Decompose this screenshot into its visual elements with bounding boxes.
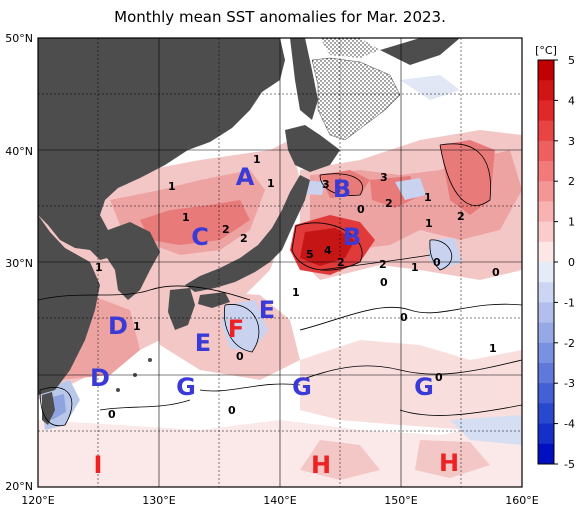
contour-label: 1 (133, 320, 141, 333)
colorbar-tick-label: -5 (564, 458, 575, 471)
contour-lines (38, 143, 522, 427)
colorbar-step (538, 423, 554, 445)
colorbar-step (538, 322, 554, 344)
colorbar-tick-label: -2 (564, 337, 575, 350)
region-label-f: F (228, 315, 244, 343)
region-label-b: B (343, 223, 361, 251)
contour-label: 5 (306, 248, 314, 261)
lat-label: 50°N (5, 32, 33, 45)
contour-label: 1 (411, 261, 419, 274)
contour-label: 0 (228, 404, 236, 417)
colorbar-step (538, 100, 554, 122)
contour-label: 1 (267, 177, 275, 190)
contour-label: 3 (322, 178, 330, 191)
contour-label: 4 (324, 244, 332, 257)
map-title: Monthly mean SST anomalies for Mar. 2023… (114, 8, 446, 26)
contour-label: 0 (108, 408, 116, 421)
contour-label: 2 (457, 210, 465, 223)
colorbar-step (538, 282, 554, 303)
lat-label: 40°N (5, 145, 33, 158)
graticule (38, 38, 522, 487)
map-frame (37, 37, 523, 488)
contour-label: 2 (222, 223, 230, 236)
colorbar-step (538, 302, 554, 324)
region-label-d: D (90, 364, 110, 392)
region-label-g: G (414, 373, 434, 401)
contour-label: 0 (435, 371, 443, 384)
contour-label: 1 (182, 211, 190, 224)
colorbar-tick-label: -4 (564, 418, 575, 431)
colorbar-step (538, 443, 554, 465)
contour-label: 0 (236, 350, 244, 363)
contour-label: 1 (168, 180, 176, 193)
graticule-minor (38, 38, 522, 487)
contour-label: 3 (380, 171, 388, 184)
contour-label: 0 (433, 256, 441, 269)
land-mass (38, 38, 460, 425)
contour-label: 1 (489, 342, 497, 355)
contour-label: 0 (380, 276, 388, 289)
colorbar-tick-label: 5 (568, 54, 575, 67)
colorbar-step (538, 201, 554, 223)
lon-label: 120°E (21, 494, 54, 507)
colorbar-step (538, 60, 554, 81)
region-labels: A B B C D D E E F G G G H H I (90, 163, 459, 479)
region-label-e: E (259, 296, 275, 324)
region-label-c: C (191, 223, 209, 251)
colorbar-tick-label: 4 (568, 94, 575, 107)
colorbar-step (538, 383, 554, 404)
colorbar-step (538, 363, 554, 384)
contour-label: 0 (357, 203, 365, 216)
colorbar-tick-label: -3 (564, 377, 575, 390)
contour-label: 1 (424, 191, 432, 204)
contour-label: 1 (95, 261, 103, 274)
lon-label: 140°E (263, 494, 296, 507)
contour-label: 1 (292, 286, 300, 299)
colorbar-step (538, 262, 554, 283)
region-label-h: H (311, 451, 331, 479)
region-label-d: D (108, 312, 128, 340)
colorbar-tick-label: 0 (568, 256, 575, 269)
contour-label: 2 (337, 256, 345, 269)
contour-label: 1 (425, 217, 433, 230)
region-label-b: B (333, 175, 351, 203)
region-label-g: G (292, 373, 312, 401)
colorbar: [°C] 5 4 3 2 1 0 -1 -2 -3 -4 -5 (535, 44, 575, 471)
region-label-h: H (439, 449, 459, 477)
colorbar-tick-label: 1 (568, 216, 575, 229)
contour-label: 2 (379, 258, 387, 271)
colorbar-step (538, 403, 554, 425)
region-label-g: G (176, 373, 196, 401)
region-label-i: I (94, 451, 103, 479)
colorbar-step (538, 161, 554, 182)
colorbar-step (538, 120, 554, 142)
lon-label: 160°E (505, 494, 538, 507)
lon-label: 130°E (142, 494, 175, 507)
colorbar-tick-label: -1 (564, 296, 575, 309)
lat-label: 30°N (5, 257, 33, 270)
lon-label: 150°E (384, 494, 417, 507)
colorbar-tick-label: 2 (568, 175, 575, 188)
colorbar-unit: [°C] (535, 44, 557, 57)
contour-label: 1 (253, 153, 261, 166)
contour-label: 2 (240, 232, 248, 245)
colorbar-step (538, 80, 554, 101)
colorbar-step (538, 241, 554, 263)
lat-label: 20°N (5, 480, 33, 493)
region-label-e: E (195, 329, 211, 357)
contour-value-labels: 1 1 1 2 1 2 3 3 0 2 1 2 1 5 4 2 2 0 1 0 … (95, 153, 500, 421)
colorbar-step (538, 140, 554, 162)
colorbar-step (538, 181, 554, 202)
colorbar-step (538, 342, 554, 364)
contour-label: 0 (400, 311, 408, 324)
contour-label: 0 (492, 266, 500, 279)
contour-label: 2 (385, 197, 393, 210)
region-label-a: A (236, 163, 255, 191)
colorbar-step (538, 221, 554, 243)
colorbar-tick-label: 3 (568, 135, 575, 148)
